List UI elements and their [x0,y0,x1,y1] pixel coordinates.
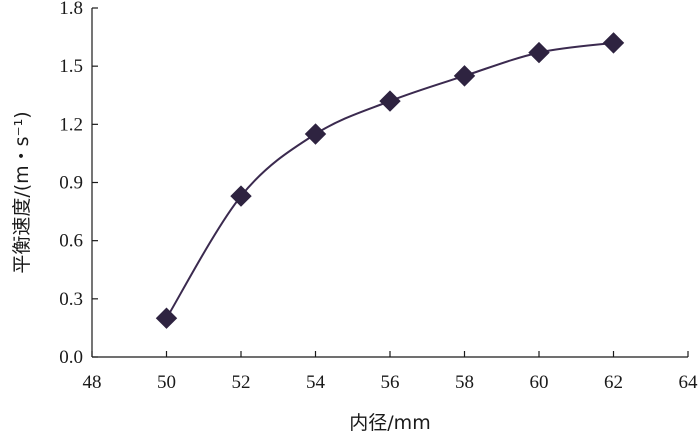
series-line [165,41,614,319]
y-tick-label: 0.9 [59,173,83,194]
data-point-marker [230,185,252,207]
x-tick-label: 62 [604,372,623,393]
data-point-marker [453,65,476,87]
y-tick-label: 1.5 [59,56,83,77]
y-tick-label: 0.0 [59,347,83,368]
data-point-marker [155,307,178,329]
y-axis-ticks: 0.0 0.3 0.6 0.9 1.2 1.5 1.8 [59,0,98,368]
x-tick-label: 52 [232,372,251,393]
y-tick-label: 1.2 [59,114,83,135]
y-tick-label: 0.6 [59,231,83,252]
data-point-marker [379,90,401,112]
x-tick-label: 56 [381,372,400,393]
x-axis-title: 内径/mm [349,412,430,434]
x-tick-label: 50 [157,372,176,393]
y-tick-label: 0.3 [59,289,83,310]
y-axis-title: 平衡速度/(m・s⁻¹) [11,111,33,273]
x-tick-label: 54 [306,372,326,393]
x-tick-label: 64 [679,372,699,393]
series-markers [155,32,625,329]
data-point-marker [528,41,550,64]
data-point-marker [602,32,625,54]
x-tick-label: 60 [530,372,549,393]
x-tick-label: 48 [83,372,102,393]
data-point-marker [304,123,327,145]
y-tick-label: 1.8 [59,0,83,19]
x-tick-label: 58 [455,372,474,393]
x-axis-ticks: 48 50 52 54 56 58 60 62 64 [83,351,699,393]
